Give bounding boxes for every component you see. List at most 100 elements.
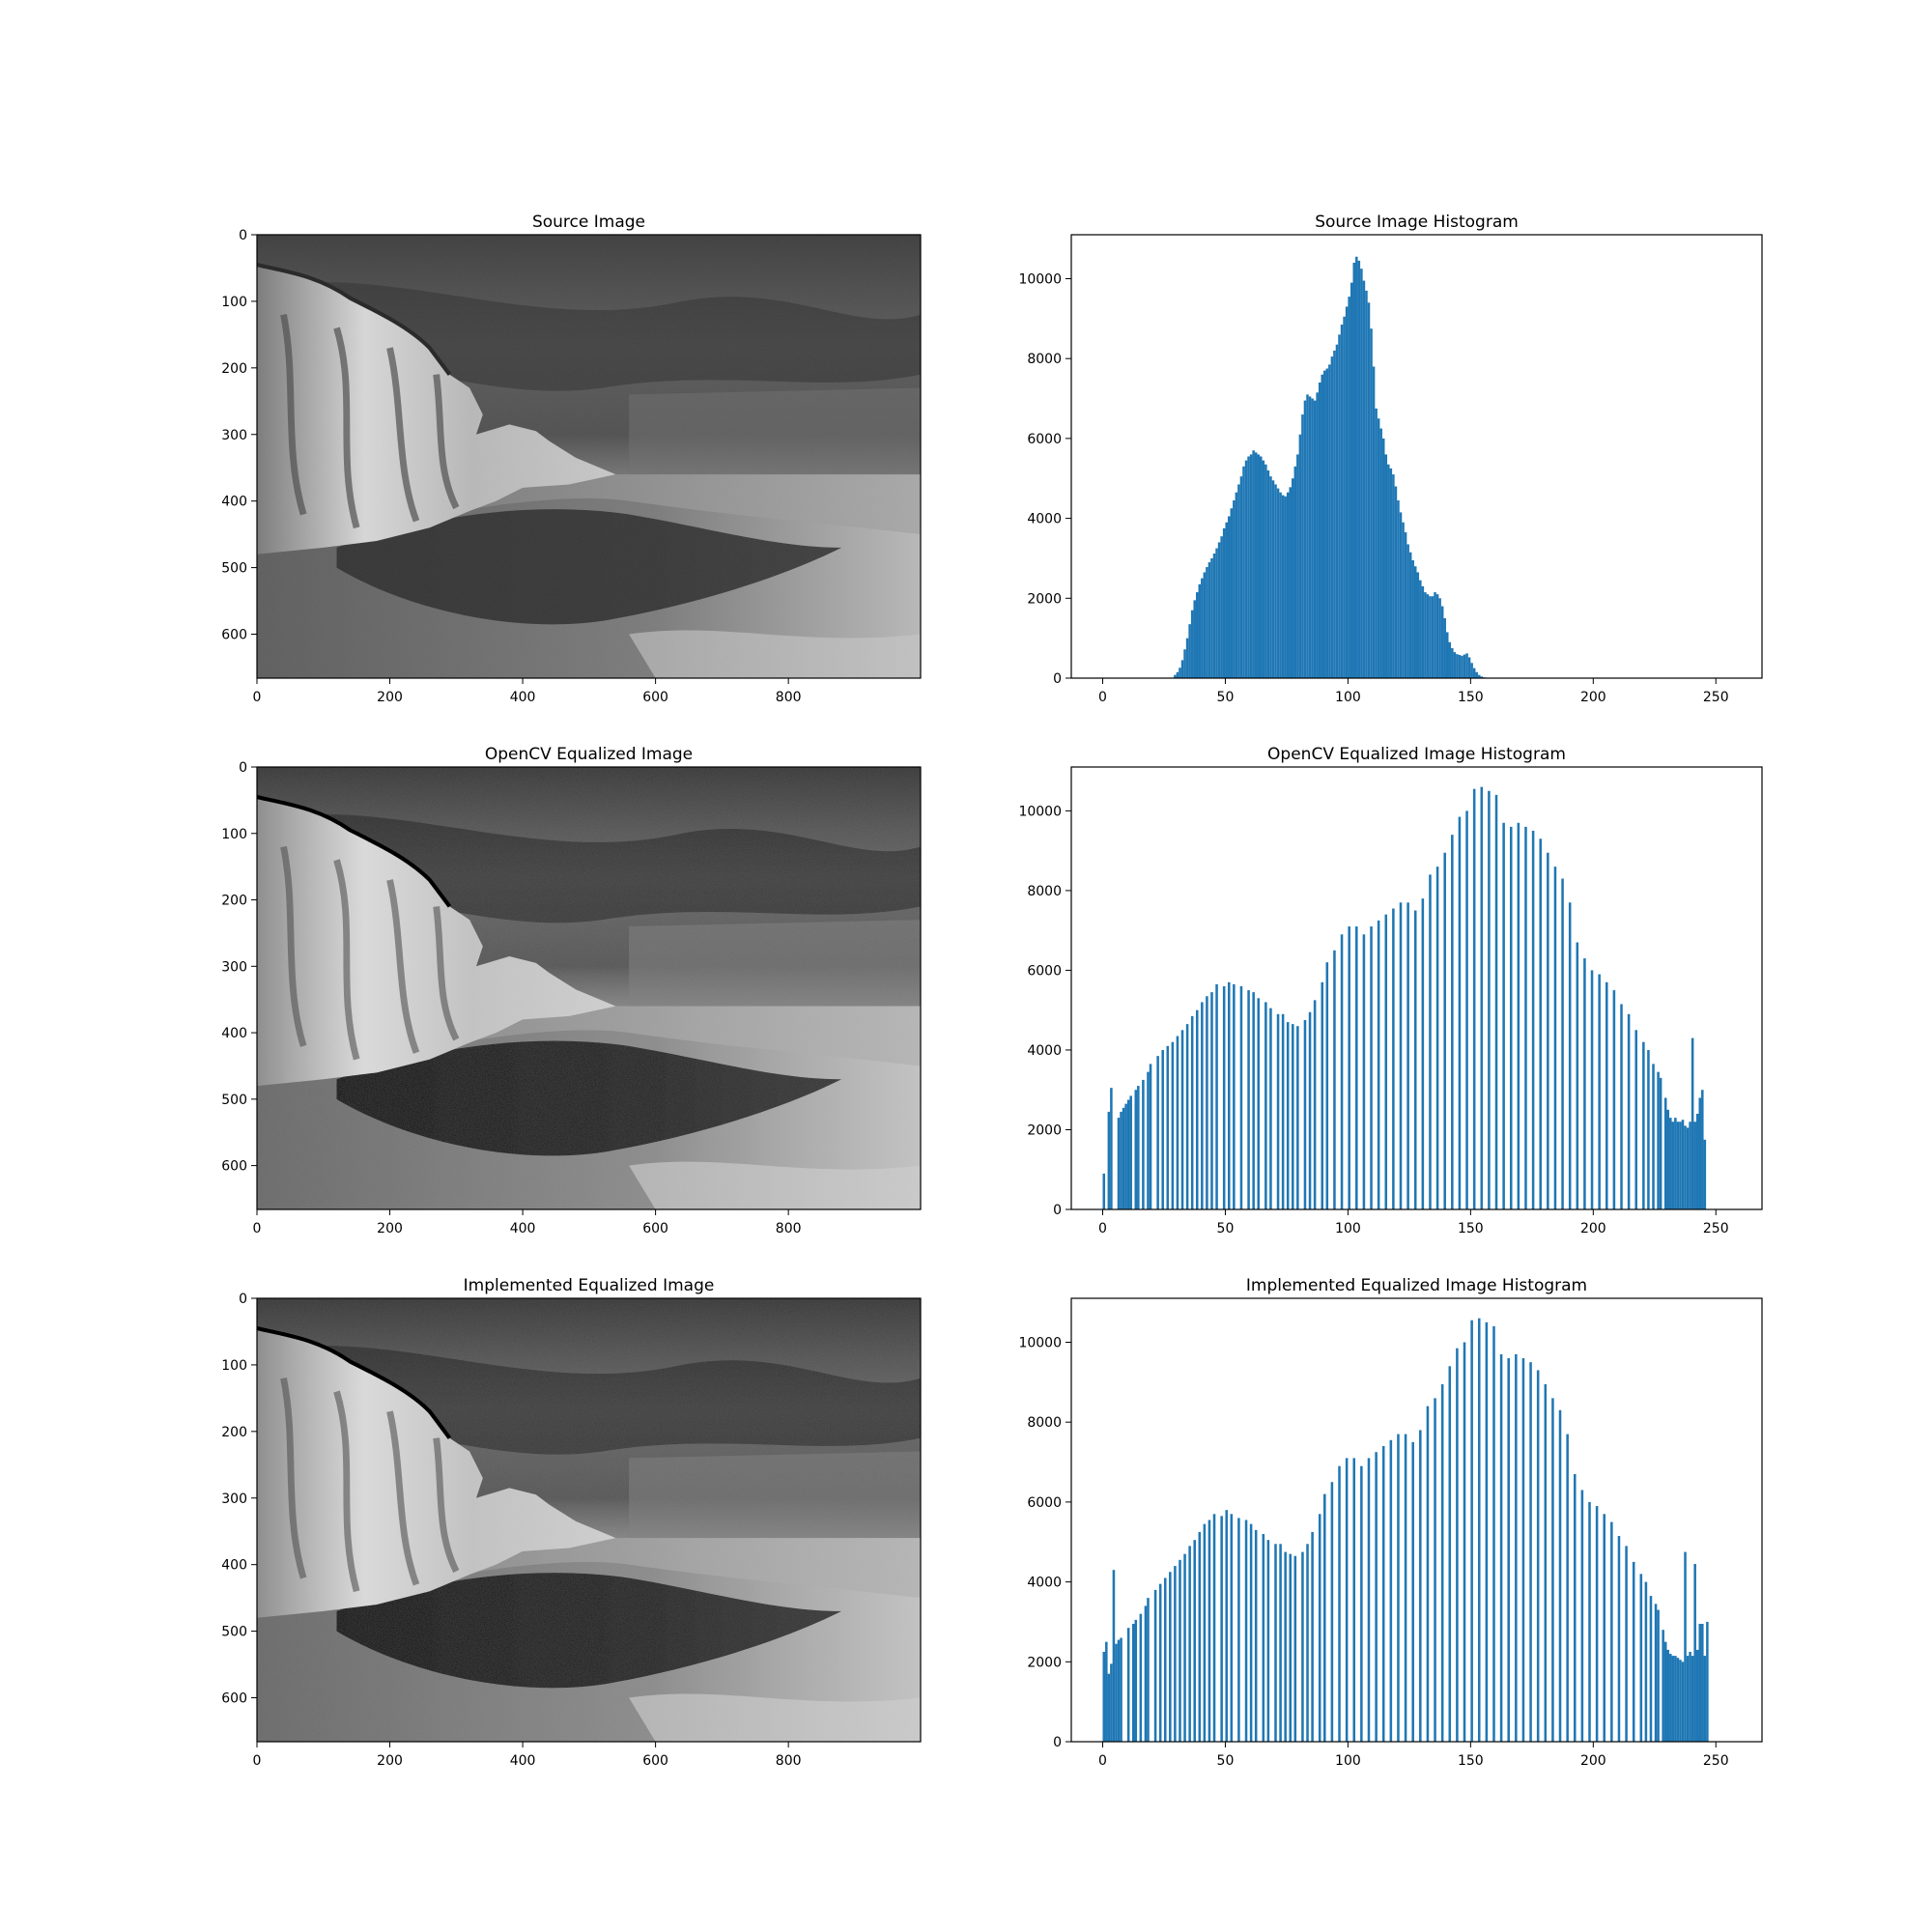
histogram-bar <box>1443 617 1446 678</box>
histogram-bar <box>1188 1546 1191 1742</box>
histogram-bar <box>1507 1358 1510 1742</box>
histogram-bar <box>1107 1111 1111 1209</box>
histogram-bar <box>1188 624 1191 678</box>
histogram-bar <box>1421 898 1425 1209</box>
histogram-bar <box>1539 838 1542 1209</box>
histogram-bar <box>1419 580 1422 678</box>
histogram-bar <box>1445 632 1449 678</box>
histogram-bar <box>1301 1551 1304 1742</box>
histogram-bar <box>1176 671 1179 678</box>
panel-title: Implemented Equalized Image <box>464 1276 715 1295</box>
x-tick-label: 250 <box>1703 1221 1729 1236</box>
x-tick-label: 200 <box>377 1753 403 1769</box>
histogram-bar <box>1676 1658 1680 1742</box>
histogram-bar <box>1185 1024 1189 1209</box>
histogram-bar <box>1456 1348 1459 1742</box>
histogram-bar <box>1521 1358 1525 1742</box>
histogram-bar <box>1413 910 1417 1209</box>
histogram-bar <box>1276 488 1280 678</box>
histogram-bar <box>1134 1619 1138 1742</box>
histogram-bar <box>1561 878 1564 1209</box>
histogram-bar <box>1547 852 1549 1209</box>
histogram-bar <box>1652 1064 1655 1209</box>
histogram-bars <box>1102 786 1707 1209</box>
x-tick-label: 50 <box>1217 690 1235 705</box>
histogram-bar <box>1399 902 1403 1209</box>
histogram-bar <box>1583 958 1586 1209</box>
x-tick-label: 200 <box>1580 1221 1606 1236</box>
histogram-bar <box>1686 1127 1690 1209</box>
y-tick-label: 6000 <box>1027 432 1062 447</box>
histogram-bar <box>1105 1641 1108 1742</box>
histogram-bar <box>1122 1107 1125 1209</box>
histogram-bar <box>1698 1097 1702 1209</box>
histogram-bar <box>1281 1013 1285 1209</box>
histogram-bar <box>1185 638 1189 678</box>
x-tick-label: 600 <box>642 1221 668 1236</box>
y-tick-label: 100 <box>221 1358 247 1374</box>
histogram-bar <box>1431 596 1435 678</box>
histogram-bar <box>1147 1598 1150 1742</box>
histogram-bar <box>1480 786 1484 1209</box>
histogram-bar <box>1348 297 1350 678</box>
histogram-bar <box>1610 1521 1613 1742</box>
histogram-bar <box>1233 499 1236 678</box>
histogram-bar <box>1260 456 1263 678</box>
histogram-bar <box>1110 1088 1113 1209</box>
histogram-bar <box>1328 364 1331 678</box>
histogram-bar <box>1566 1434 1569 1742</box>
panel-title: Source Image Histogram <box>1315 213 1519 232</box>
histogram-bar <box>1254 452 1258 678</box>
y-tick-label: 8000 <box>1027 884 1062 899</box>
histogram-panel-3: OpenCV Equalized Image Histogram 0 50 100 15… <box>1018 745 1763 1236</box>
histogram-bar <box>1674 1656 1677 1742</box>
histogram-bar <box>1235 492 1238 678</box>
y-tick-label: 500 <box>221 1093 247 1108</box>
y-tick-label: 2000 <box>1027 1122 1062 1138</box>
histogram-bar <box>1193 600 1196 678</box>
histogram-bar <box>1215 548 1218 678</box>
histogram-bar <box>1335 344 1339 678</box>
histogram-bar <box>1379 428 1382 678</box>
x-tick-label: 0 <box>1098 1221 1107 1236</box>
histogram-bar <box>1440 606 1444 678</box>
histogram-bar <box>1203 1523 1207 1742</box>
histogram-bar <box>1463 1342 1466 1742</box>
histogram-bar <box>1183 1553 1186 1742</box>
x-tick-label: 200 <box>377 690 403 705</box>
histogram-bar <box>1321 374 1324 678</box>
histogram-bar <box>1698 1624 1702 1742</box>
histogram-bar <box>1264 1002 1267 1209</box>
x-tick-label: 400 <box>510 1753 536 1769</box>
histogram-bar <box>1681 1120 1685 1209</box>
histogram-bar <box>1595 1506 1599 1742</box>
panel-title: Implemented Equalized Image Histogram <box>1246 1276 1587 1295</box>
histogram-bar <box>1274 1544 1277 1742</box>
histogram-bar <box>1406 544 1409 678</box>
y-tick-label: 400 <box>221 1558 247 1574</box>
histogram-bar <box>1686 1656 1690 1742</box>
histogram-bar <box>1266 469 1270 678</box>
x-tick-label: 400 <box>510 690 536 705</box>
histogram-bar <box>1488 790 1491 1209</box>
x-tick-label: 800 <box>776 690 802 705</box>
histogram-bar <box>1440 1383 1444 1742</box>
histogram-bar <box>1284 1551 1287 1742</box>
histogram-bar <box>1472 788 1476 1209</box>
histogram-bar <box>1553 867 1557 1209</box>
histogram-bar <box>1321 981 1324 1209</box>
histogram-bar <box>1220 1516 1223 1742</box>
histogram-bar <box>1558 1409 1562 1742</box>
histogram-bar <box>1620 1004 1623 1209</box>
histogram-bar <box>1684 1551 1687 1742</box>
y-tick-label: 0 <box>1053 1735 1062 1750</box>
histogram-bar <box>1289 487 1293 678</box>
histogram-bar <box>1220 536 1223 678</box>
histogram-bar <box>1451 647 1454 678</box>
histogram-bar <box>1693 1563 1696 1742</box>
histogram-bar <box>1153 1589 1157 1742</box>
histogram-bar <box>1644 1581 1648 1742</box>
histogram-bar <box>1429 596 1432 678</box>
y-tick-label: 500 <box>221 561 247 577</box>
y-tick-label: 300 <box>221 1492 247 1507</box>
